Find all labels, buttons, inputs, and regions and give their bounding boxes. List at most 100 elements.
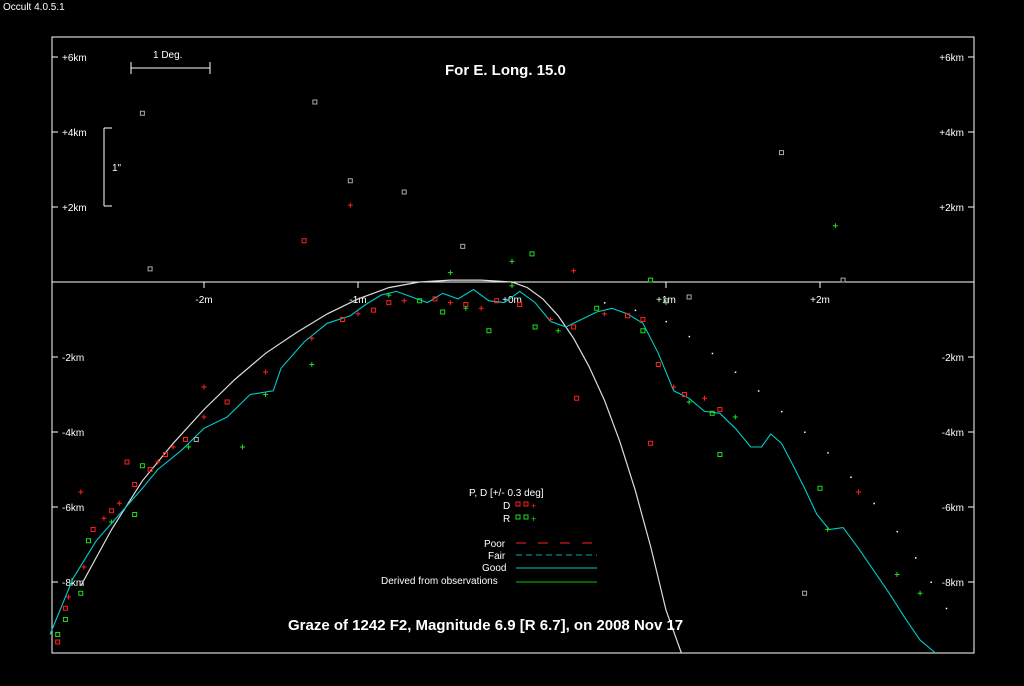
observation-point-square <box>686 294 692 300</box>
legend-poor-label: Poor <box>484 539 506 550</box>
boundary-dot <box>665 320 667 323</box>
observation-point-square <box>655 362 661 367</box>
observation-points-layer <box>55 99 923 645</box>
observation-point-square <box>779 150 784 156</box>
y-tick-label-right: +2km <box>939 203 964 214</box>
observation-point-square <box>78 590 84 596</box>
observation-point-plus <box>509 283 515 289</box>
y-tick-label-right: -4km <box>942 428 964 439</box>
observation-point-plus <box>109 519 115 525</box>
observation-point-plus <box>463 305 469 311</box>
observation-point-square <box>301 238 307 244</box>
observation-point-square <box>574 395 580 401</box>
observation-point-plus <box>555 328 561 334</box>
observation-point-plus <box>686 399 692 405</box>
observation-point-plus <box>186 444 192 450</box>
observation-point-square <box>440 309 446 315</box>
observation-point-plus <box>81 564 87 570</box>
observation-point-square <box>460 243 466 249</box>
observation-point-plus <box>571 268 577 274</box>
window-title: Occult 4.0.5.1 <box>3 2 65 13</box>
observation-point-square <box>648 440 654 446</box>
observation-point-plus <box>702 395 707 401</box>
arcsec-scale-bar: 1" <box>103 127 122 207</box>
boundary-dot <box>850 476 852 478</box>
observation-point-square <box>132 482 138 487</box>
observation-point-plus <box>309 335 315 341</box>
observation-point-square <box>817 485 823 491</box>
chart-caption: Graze of 1242 F2, Magnitude 6.9 [R 6.7],… <box>288 617 683 634</box>
observation-point-plus <box>201 414 207 420</box>
observation-point-plus <box>478 305 484 311</box>
degree-scale-bar: 1 Deg. <box>130 50 211 74</box>
observation-point-plus <box>263 369 269 375</box>
legend-good-label: Good <box>482 563 506 574</box>
observation-point-plus <box>856 489 861 495</box>
y-tick-label-right: +6km <box>939 53 964 64</box>
observation-point-square <box>717 407 723 412</box>
observation-point-square <box>640 328 646 334</box>
degree-scale-label: 1 Deg. <box>153 50 182 61</box>
y-tick-label-left: +6km <box>62 53 87 64</box>
observation-point-plus <box>447 300 453 306</box>
observation-point-plus <box>201 384 207 390</box>
y-tick-label-left: +4km <box>62 128 87 139</box>
observation-point-square <box>183 437 189 442</box>
observation-point-square <box>486 328 492 334</box>
observation-point-plus <box>894 572 900 577</box>
observation-point-plus <box>309 362 315 367</box>
observation-point-plus <box>155 459 161 465</box>
y-tick-label-right: -8km <box>942 578 964 589</box>
observation-point-plus <box>732 414 738 420</box>
observation-point-plus <box>240 444 245 450</box>
observation-point-plus <box>65 594 71 600</box>
observation-point-square <box>62 617 68 622</box>
observation-point-square <box>62 605 68 611</box>
observation-point-square <box>147 266 153 272</box>
observation-point-square <box>648 277 654 283</box>
boundary-dot <box>781 410 783 413</box>
observation-point-square <box>432 296 438 302</box>
observation-point-plus <box>401 298 407 304</box>
y-tick-label-right: +4km <box>939 128 964 139</box>
boundary-dot <box>688 335 691 338</box>
legend-derived-label: Derived from observations <box>381 576 498 587</box>
boundary-dot <box>945 607 948 610</box>
observation-point-square <box>640 317 646 322</box>
observation-point-square <box>802 590 808 596</box>
good-profile-layer <box>49 288 936 654</box>
y-tick-label-left: -8km <box>62 578 84 589</box>
arcsec-scale-label: 1" <box>112 163 122 174</box>
observation-point-square <box>147 467 153 472</box>
observation-point-square <box>494 298 500 304</box>
legend-pd-header: P, D [+/- 0.3 deg] <box>469 488 544 499</box>
observation-point-square <box>594 305 600 311</box>
svg-text:+: + <box>531 501 536 511</box>
good-profile-curve <box>49 288 936 654</box>
boundary-dot <box>930 581 932 583</box>
boundary-dot <box>757 390 760 392</box>
legend: P, D [+/- 0.3 deg] D + R + Poor Fair Goo… <box>381 488 597 587</box>
observation-point-plus <box>355 311 361 317</box>
boundary-dot <box>914 557 917 559</box>
boundary-dot <box>711 352 714 355</box>
observation-point-plus <box>917 590 923 596</box>
observation-point-square <box>132 512 138 517</box>
observation-point-plus <box>548 317 553 322</box>
boundary-dots-layer <box>603 302 948 610</box>
observation-point-plus <box>832 223 838 229</box>
observation-point-square <box>417 298 423 304</box>
observation-point-plus <box>825 527 831 532</box>
legend-d-label: D <box>503 501 510 512</box>
observation-point-square <box>386 300 392 306</box>
observation-point-square <box>139 463 145 469</box>
observation-point-square <box>663 298 669 304</box>
observation-point-square <box>90 527 96 532</box>
mean-limb-layer <box>80 279 682 654</box>
x-tick-label: +0m <box>502 295 522 306</box>
observation-point-square <box>532 324 538 330</box>
observation-point-square <box>193 437 199 442</box>
boundary-dot <box>827 452 829 454</box>
observation-point-plus <box>386 292 392 298</box>
